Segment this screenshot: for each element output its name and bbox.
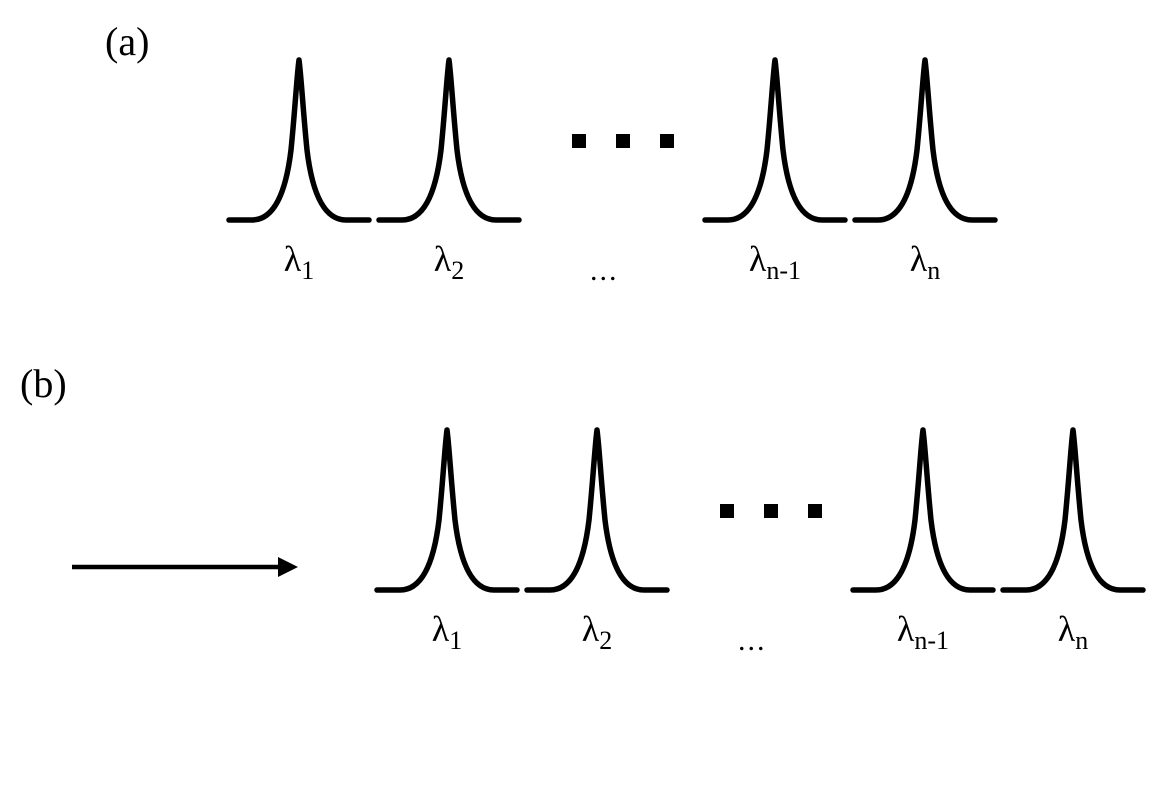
panel-b-peaks-right: λn-1 λn: [848, 420, 1148, 656]
peak-b2: λ2: [522, 420, 672, 656]
peak-b-nminus1: λn-1: [848, 420, 998, 656]
peak-curve-icon: [372, 420, 522, 596]
panel-a-peaks-left: λ1 λ2: [224, 50, 524, 286]
peak-curve-icon: [522, 420, 672, 596]
dot-icon: [616, 134, 630, 148]
panel-b-ellipsis-text: ...: [738, 624, 767, 658]
peak-b-n: λn: [998, 420, 1148, 656]
panel-a-ellipsis-dots: [572, 134, 674, 148]
lambda-label-a-n: λn: [910, 238, 940, 286]
peak-a-nminus1: λn-1: [700, 50, 850, 286]
panel-b-arrow: [70, 547, 300, 592]
peak-curve-icon: [848, 420, 998, 596]
peak-curve-icon: [224, 50, 374, 226]
lambda-label-b1: λ1: [432, 608, 462, 656]
lambda-label-b2: λ2: [582, 608, 612, 656]
lambda-label-a2: λ2: [434, 238, 464, 286]
peak-b1: λ1: [372, 420, 522, 656]
dot-icon: [808, 504, 822, 518]
peak-curve-icon: [374, 50, 524, 226]
dot-icon: [660, 134, 674, 148]
panel-a-peaks-right: λn-1 λn: [700, 50, 1000, 286]
panel-b-label: (b): [20, 360, 67, 407]
arrow-right-icon: [70, 547, 300, 587]
dot-icon: [764, 504, 778, 518]
panel-a-label: (a): [105, 18, 149, 65]
lambda-label-a-nminus1: λn-1: [749, 238, 801, 286]
peak-curve-icon: [850, 50, 1000, 226]
panel-b-peaks-left: λ1 λ2: [372, 420, 672, 656]
lambda-label-b-nminus1: λn-1: [897, 608, 949, 656]
peak-a2: λ2: [374, 50, 524, 286]
lambda-label-a1: λ1: [284, 238, 314, 286]
dot-icon: [572, 134, 586, 148]
peak-a-n: λn: [850, 50, 1000, 286]
panel-a-ellipsis-text: ...: [590, 254, 619, 288]
dot-icon: [720, 504, 734, 518]
lambda-label-b-n: λn: [1058, 608, 1088, 656]
peak-curve-icon: [700, 50, 850, 226]
peak-a1: λ1: [224, 50, 374, 286]
peak-curve-icon: [998, 420, 1148, 596]
panel-b-ellipsis-dots: [720, 504, 822, 518]
